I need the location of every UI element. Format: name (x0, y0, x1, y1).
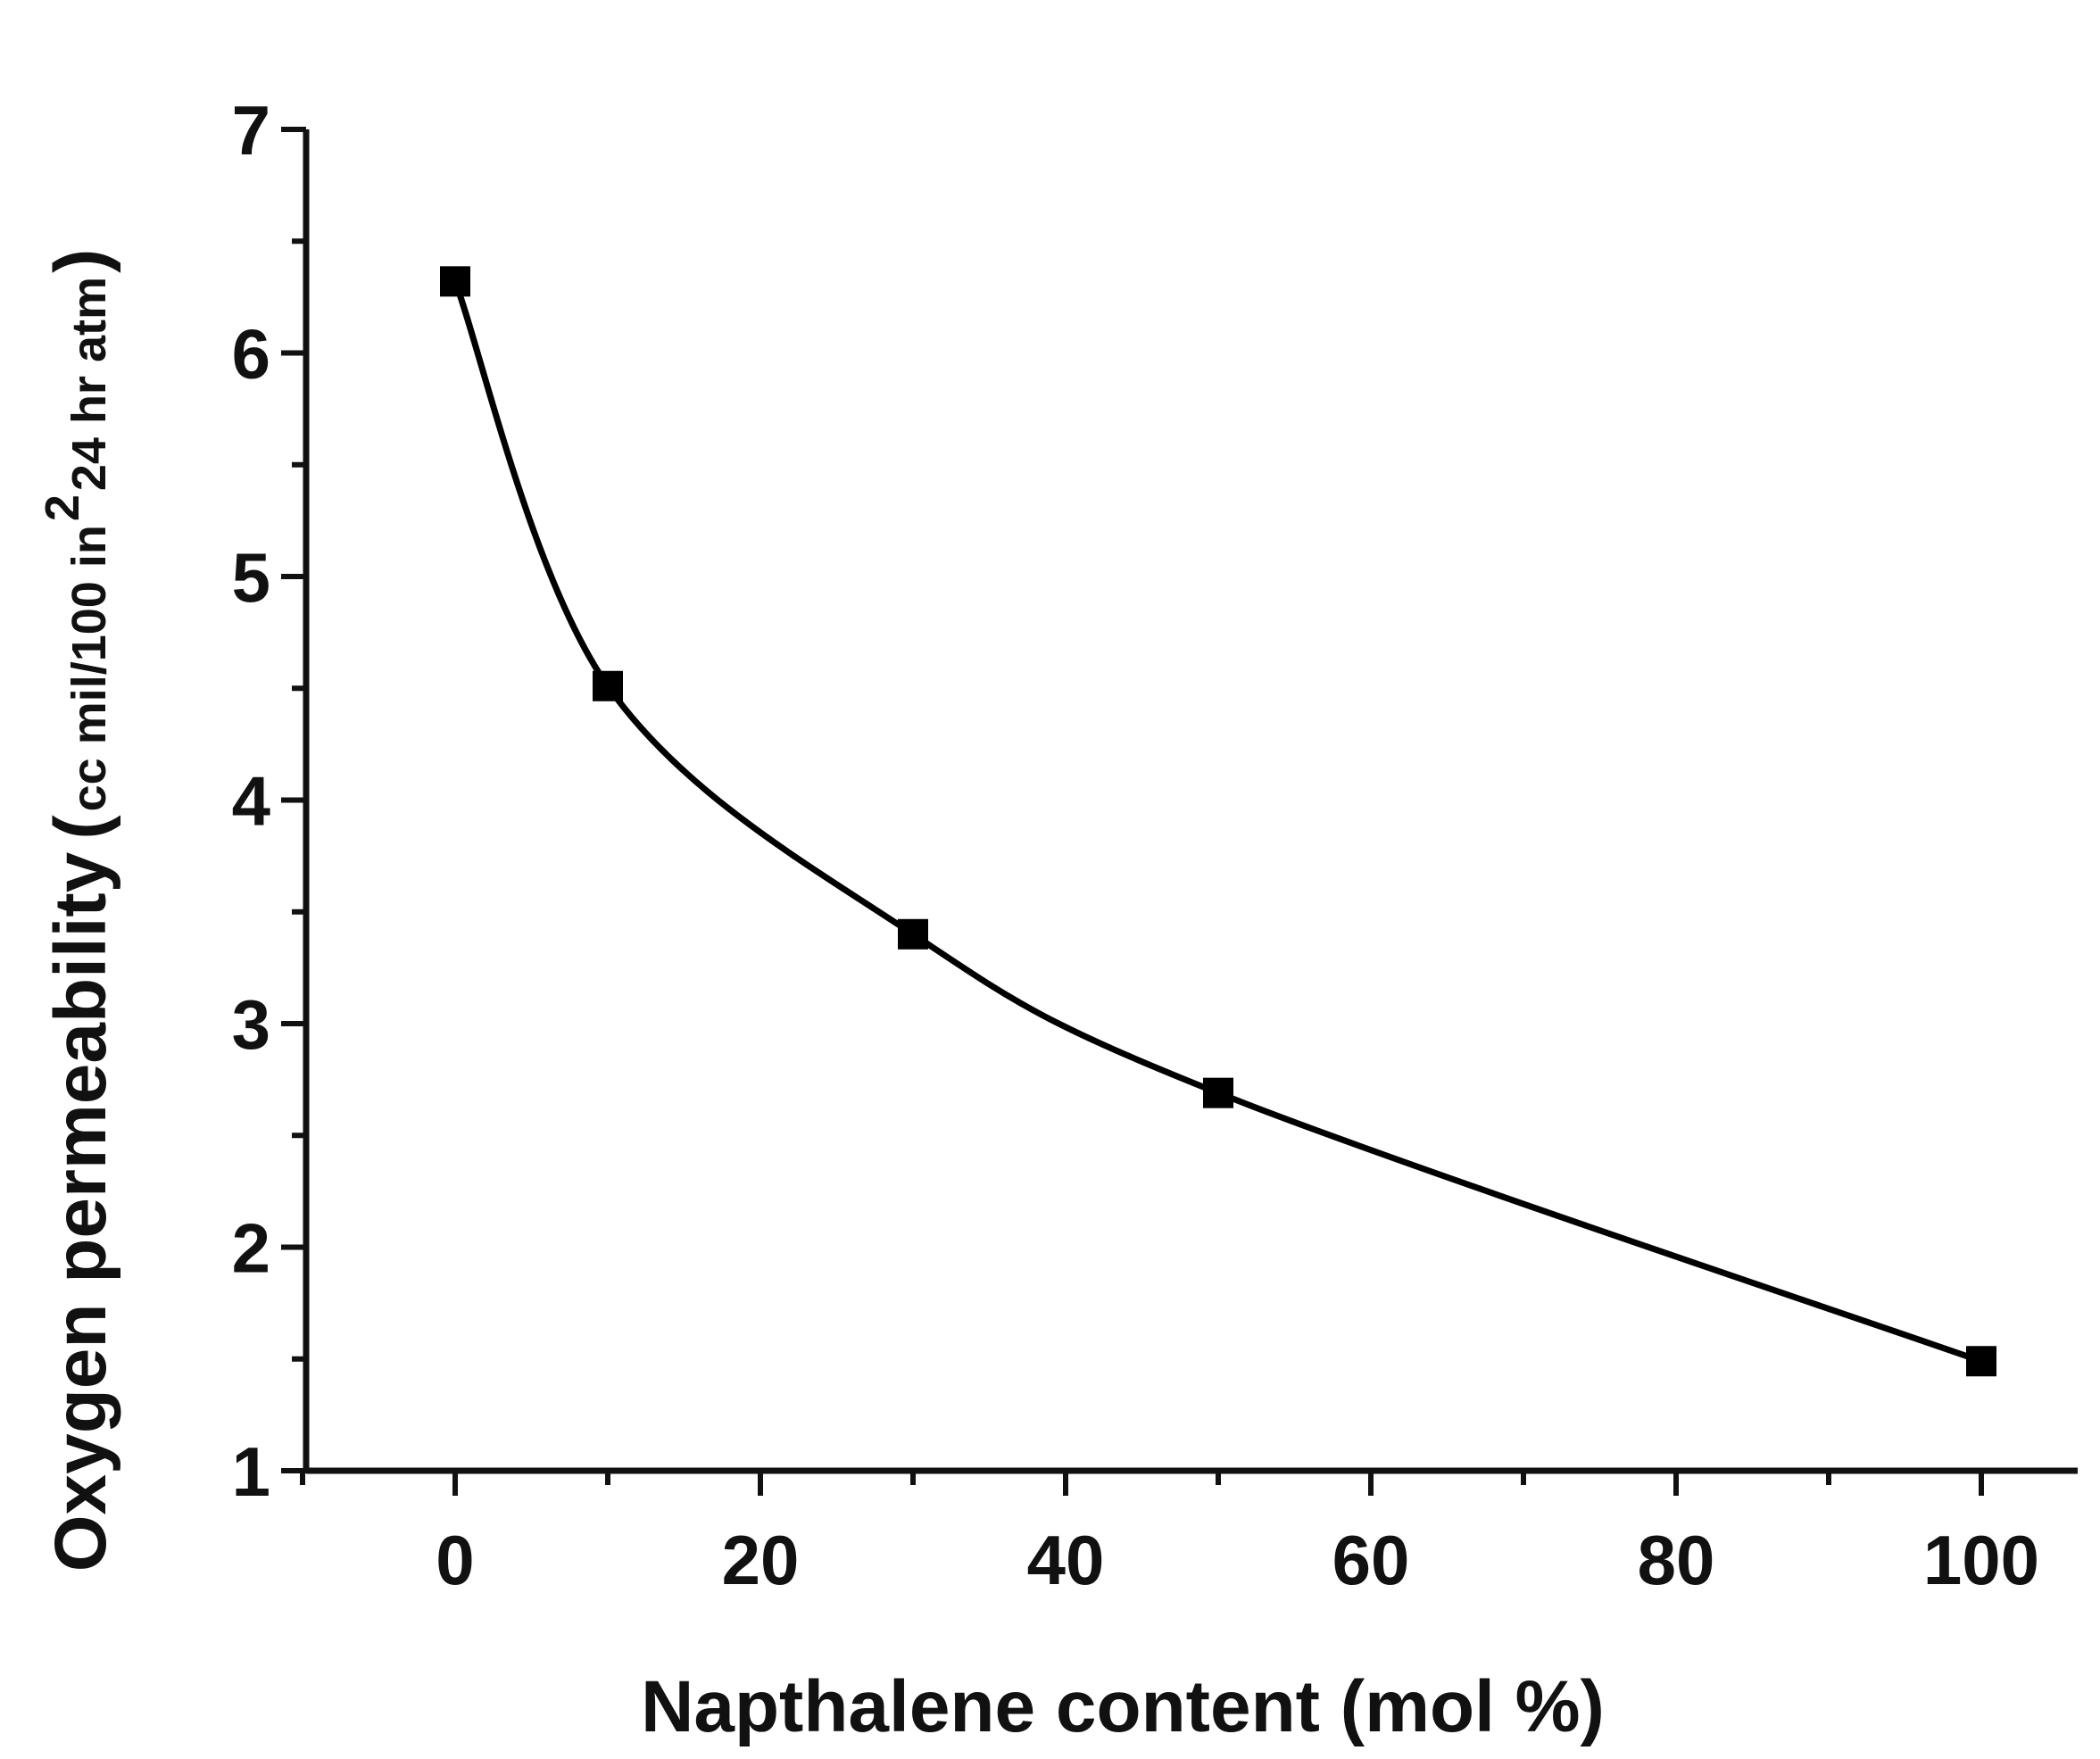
x-tick-label: 40 (1027, 1521, 1105, 1599)
series-line (452, 280, 1983, 1365)
y-tick-label: 3 (232, 985, 270, 1064)
y-axis-paren-close: ) (40, 249, 121, 273)
data-point (898, 918, 928, 950)
y-tick-label: 6 (232, 315, 270, 394)
data-point (440, 266, 470, 297)
y-tick-label: 4 (232, 762, 270, 841)
y-axis-title: Oxygen permeability ( cc mil/100 in 2 24… (36, 249, 121, 1572)
x-axis-title: Napthalene content (mol %) (641, 1666, 1605, 1747)
data-point (593, 670, 623, 701)
data-point (1203, 1077, 1233, 1108)
x-tick-label: 0 (436, 1521, 474, 1599)
x-tick-label: 100 (1923, 1521, 2039, 1599)
y-tick-labels: 1 2 3 4 5 6 7 (232, 91, 270, 1511)
x-tick-labels: 0 20 40 60 80 100 (436, 1521, 2039, 1599)
data-series (440, 266, 1996, 1377)
y-axis-unit: cc mil/100 in (62, 525, 116, 811)
y-tick-label: 2 (232, 1209, 270, 1288)
y-axis-unit-superscript: 2 (36, 494, 89, 521)
tick-marks (281, 127, 1984, 1496)
y-axis-unit-rest: 24 hr atm (62, 277, 116, 491)
x-tick-label: 80 (1638, 1521, 1715, 1599)
x-tick-label: 60 (1332, 1521, 1410, 1599)
y-tick-label: 7 (232, 91, 270, 170)
y-axis-paren-open: ( (40, 815, 121, 840)
data-point (1966, 1346, 1996, 1377)
x-tick-label: 20 (722, 1521, 800, 1599)
y-axis-label: Oxygen permeability (40, 851, 121, 1572)
y-tick-label: 1 (232, 1432, 270, 1511)
axes (303, 129, 2078, 1474)
y-tick-label: 5 (232, 538, 270, 617)
